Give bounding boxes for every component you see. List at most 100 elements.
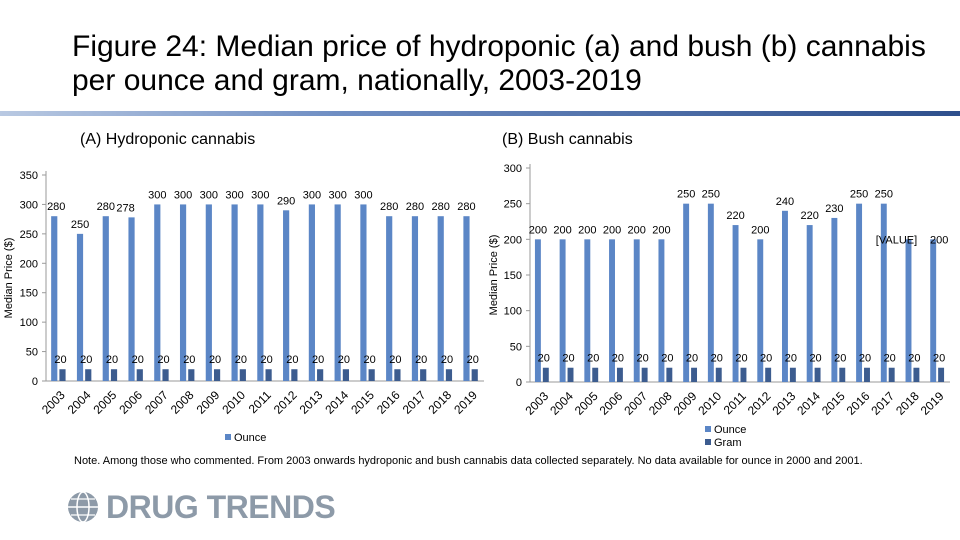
hydroponic-bar-gram bbox=[471, 369, 478, 381]
hydroponic-bar-ounce bbox=[437, 216, 444, 381]
hydroponic-bar-ounce bbox=[411, 216, 419, 381]
bush-bar-ounce bbox=[609, 239, 615, 382]
hydroponic-y-tick-label: 150 bbox=[20, 288, 38, 300]
hydroponic-bar-ounce bbox=[360, 204, 367, 381]
bush-bar-ounce bbox=[782, 210, 788, 382]
bush-bar-ounce bbox=[633, 239, 640, 382]
bush-data-label-ounce: [VALUE] bbox=[876, 234, 917, 246]
hydroponic-data-label-ounce: 278 bbox=[116, 202, 134, 214]
hydroponic-y-axis-title: Median Price ($) bbox=[3, 238, 15, 319]
hydroponic-data-label-ounce: 280 bbox=[380, 201, 398, 213]
hydroponic-data-label-ounce: 300 bbox=[200, 189, 218, 201]
globe-icon bbox=[68, 491, 98, 523]
bush-data-label-gram: 20 bbox=[686, 353, 698, 365]
hydroponic-data-label-gram: 20 bbox=[415, 354, 427, 366]
hydroponic-legend-swatch bbox=[225, 434, 231, 440]
page-title: Figure 24: Median price of hydroponic (a… bbox=[72, 30, 926, 97]
hydroponic-bar-ounce bbox=[463, 216, 470, 381]
bush-y-tick-label: 50 bbox=[510, 341, 522, 353]
hydroponic-bar-ounce bbox=[51, 216, 58, 381]
bush-bar-gram bbox=[740, 367, 747, 382]
hydroponic-data-label-ounce: 300 bbox=[148, 189, 166, 201]
bush-bar-gram bbox=[789, 367, 796, 382]
drug-trends-logo: DRUG TRENDS bbox=[66, 489, 336, 525]
hydroponic-bar-ounce bbox=[308, 204, 315, 381]
hydroponic-bar-ounce bbox=[231, 204, 238, 381]
bush-bar-gram bbox=[913, 367, 920, 382]
bush-data-label-gram: 20 bbox=[760, 353, 772, 365]
hydroponic-data-label-gram: 20 bbox=[106, 354, 118, 366]
hydroponic-bar-gram bbox=[110, 369, 118, 381]
chart-a-title: (A) Hydroponic cannabis bbox=[80, 131, 256, 148]
bush-y-axis-title: Median Price ($) bbox=[488, 235, 500, 316]
bush-x-tick-label: 2010 bbox=[695, 389, 724, 418]
bush-data-label-ounce: 200 bbox=[578, 224, 596, 236]
bush-bar-gram bbox=[616, 367, 623, 382]
hydroponic-data-label-ounce: 300 bbox=[354, 189, 372, 201]
hydroponic-bar-ounce bbox=[386, 216, 393, 381]
hydroponic-data-label-gram: 20 bbox=[312, 354, 324, 366]
bush-data-label-gram: 20 bbox=[834, 353, 846, 365]
hydroponic-bar-gram bbox=[162, 369, 169, 381]
bush-bar-ounce bbox=[658, 239, 665, 382]
hydroponic-bar-gram bbox=[85, 369, 92, 381]
bush-x-tick-label: 2019 bbox=[918, 389, 947, 418]
hydroponic-data-label-ounce: 300 bbox=[174, 189, 192, 201]
hydroponic-data-label-gram: 20 bbox=[183, 354, 195, 366]
bush-data-label-gram: 20 bbox=[562, 353, 574, 365]
bush-bar-gram bbox=[592, 367, 599, 382]
bush-bar-ounce bbox=[732, 225, 739, 382]
hydroponic-y-tick-label: 100 bbox=[20, 317, 38, 329]
hydroponic-data-label-ounce: 300 bbox=[251, 189, 269, 201]
bush-data-label-gram: 20 bbox=[711, 353, 723, 365]
bush-bar-gram bbox=[839, 367, 846, 382]
bush-x-tick-label: 2012 bbox=[745, 389, 774, 418]
footnote: Note. Among those who commented. From 20… bbox=[74, 455, 863, 467]
hydroponic-bar-gram bbox=[213, 369, 221, 381]
bush-bar-gram bbox=[567, 367, 574, 382]
hydroponic-bar-gram bbox=[445, 369, 453, 381]
hydroponic-bar-ounce bbox=[334, 204, 341, 381]
bush-data-label-gram: 20 bbox=[735, 353, 747, 365]
bush-bar-ounce bbox=[880, 203, 887, 382]
hydroponic-data-label-ounce: 300 bbox=[328, 189, 346, 201]
bush-bar-ounce bbox=[584, 239, 591, 382]
hydroponic-bar-gram bbox=[394, 369, 401, 381]
bush-data-label-gram: 20 bbox=[612, 353, 624, 365]
bush-y-tick-label: 100 bbox=[504, 306, 522, 318]
title-underline bbox=[0, 111, 960, 116]
hydroponic-legend-label: Ounce bbox=[234, 432, 266, 444]
hydroponic-y-tick-label: 0 bbox=[32, 376, 38, 388]
bush-data-label-ounce: 220 bbox=[800, 210, 818, 222]
hydroponic-bar-gram bbox=[239, 369, 246, 381]
hydroponic-bar-ounce bbox=[154, 204, 161, 381]
bush-data-label-gram: 20 bbox=[809, 353, 821, 365]
hydroponic-data-label-gram: 20 bbox=[441, 354, 453, 366]
bush-data-label-ounce: 200 bbox=[553, 224, 571, 236]
bush-bar-gram bbox=[888, 367, 895, 382]
hydroponic-data-label-gram: 20 bbox=[235, 354, 247, 366]
bush-bar-ounce bbox=[707, 203, 714, 382]
hydroponic-bar-ounce bbox=[102, 216, 109, 381]
bush-bar-gram bbox=[938, 367, 945, 382]
hydroponic-data-label-gram: 20 bbox=[209, 354, 221, 366]
bush-legend-label: Gram bbox=[714, 437, 742, 449]
hydroponic-data-label-gram: 20 bbox=[286, 354, 298, 366]
hydroponic-y-tick-label: 350 bbox=[20, 170, 38, 182]
bush-bar-ounce bbox=[683, 203, 690, 382]
bush-x-tick-label: 2009 bbox=[671, 389, 700, 418]
bush-y-tick-label: 200 bbox=[504, 234, 522, 246]
bush-data-label-ounce: 220 bbox=[726, 210, 744, 222]
bush-data-label-ounce: 200 bbox=[751, 224, 769, 236]
hydroponic-data-label-gram: 20 bbox=[54, 354, 66, 366]
hydroponic-bar-gram bbox=[342, 369, 349, 381]
hydroponic-data-label-ounce: 280 bbox=[406, 201, 424, 213]
hydroponic-bar-ounce bbox=[179, 204, 187, 381]
bush-x-tick-label: 2007 bbox=[621, 389, 650, 418]
bush-data-label-ounce: 250 bbox=[677, 189, 695, 201]
bush-x-tick-label: 2013 bbox=[770, 389, 799, 418]
hydroponic-data-label-gram: 20 bbox=[389, 354, 401, 366]
hydroponic-bar-gram bbox=[317, 369, 324, 381]
bush-bar-gram bbox=[542, 367, 549, 382]
bush-bar-ounce bbox=[856, 203, 863, 382]
